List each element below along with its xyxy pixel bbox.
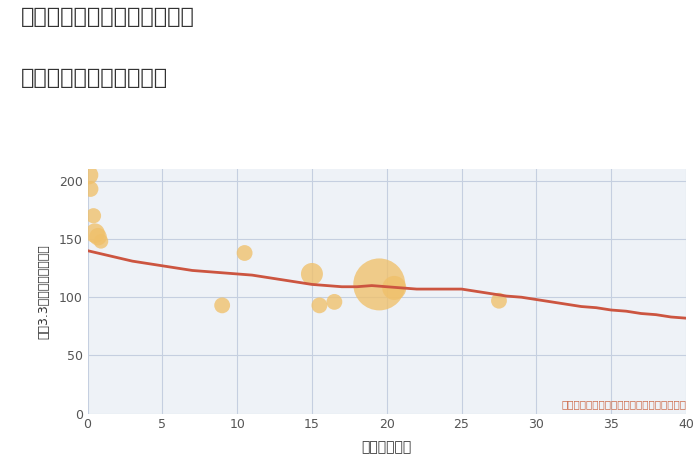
Point	[83, 171, 94, 179]
Point	[95, 238, 106, 245]
Point	[329, 298, 340, 306]
Text: 円の大きさは、取引のあった物件面積を示す: 円の大きさは、取引のあった物件面積を示す	[561, 399, 686, 409]
Point	[92, 233, 104, 241]
Point	[374, 281, 385, 288]
Text: 築年数別中古戸建て価格: 築年数別中古戸建て価格	[21, 68, 168, 88]
X-axis label: 築年数（年）: 築年数（年）	[362, 440, 412, 454]
Point	[85, 185, 96, 193]
Point	[494, 297, 505, 305]
Point	[90, 229, 101, 237]
Point	[307, 270, 318, 278]
Point	[239, 249, 250, 257]
Y-axis label: 坪（3.3㎡）単価（万円）: 坪（3.3㎡）単価（万円）	[37, 244, 50, 339]
Point	[216, 302, 228, 309]
Point	[389, 284, 400, 292]
Point	[314, 302, 325, 309]
Text: 兵庫県西宮市仁川百合野町の: 兵庫県西宮市仁川百合野町の	[21, 7, 195, 27]
Point	[88, 212, 99, 219]
